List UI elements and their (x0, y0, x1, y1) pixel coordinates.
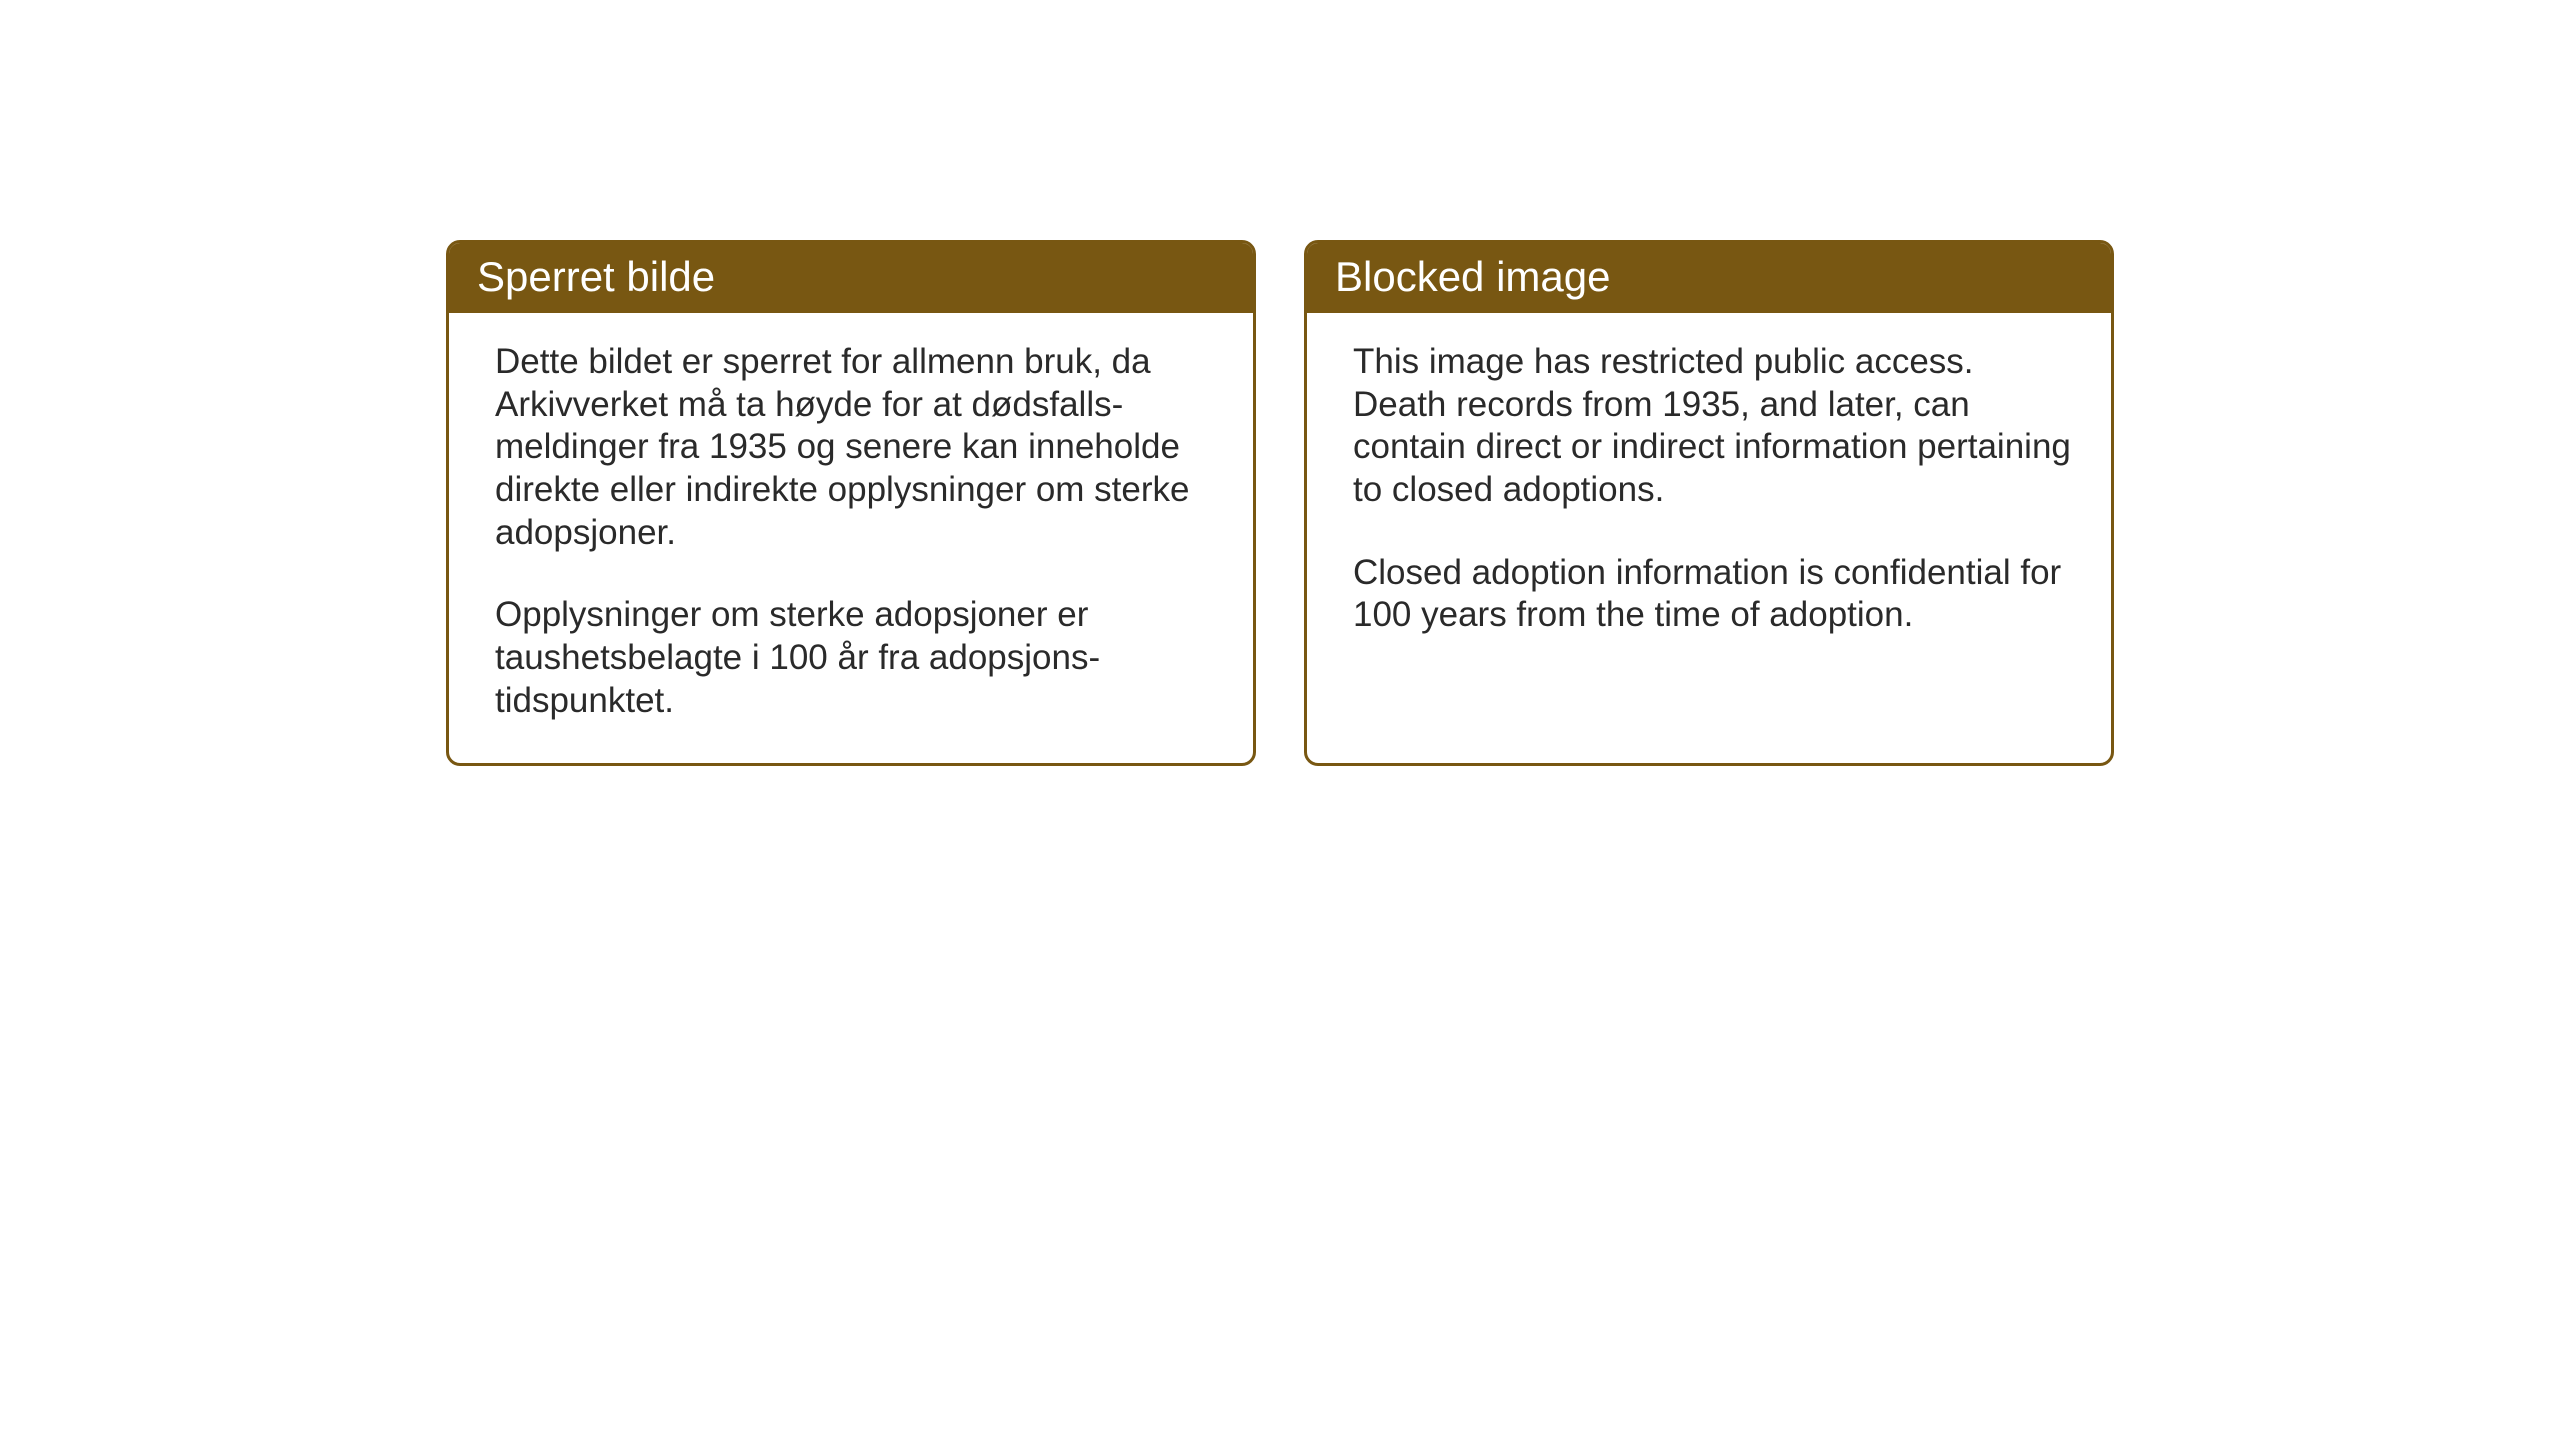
card-body-english: This image has restricted public access.… (1307, 313, 2111, 713)
card-english: Blocked image This image has restricted … (1304, 240, 2114, 766)
card-norwegian: Sperret bilde Dette bildet er sperret fo… (446, 240, 1256, 766)
card-body-norwegian: Dette bildet er sperret for allmenn bruk… (449, 313, 1253, 763)
paragraph-english-2: Closed adoption information is confident… (1353, 552, 2071, 637)
paragraph-norwegian-2: Opplysninger om sterke adopsjoner er tau… (495, 594, 1213, 722)
cards-container: Sperret bilde Dette bildet er sperret fo… (446, 240, 2114, 766)
card-header-norwegian: Sperret bilde (449, 243, 1253, 313)
paragraph-english-1: This image has restricted public access.… (1353, 341, 2071, 512)
paragraph-norwegian-1: Dette bildet er sperret for allmenn bruk… (495, 341, 1213, 554)
card-header-english: Blocked image (1307, 243, 2111, 313)
